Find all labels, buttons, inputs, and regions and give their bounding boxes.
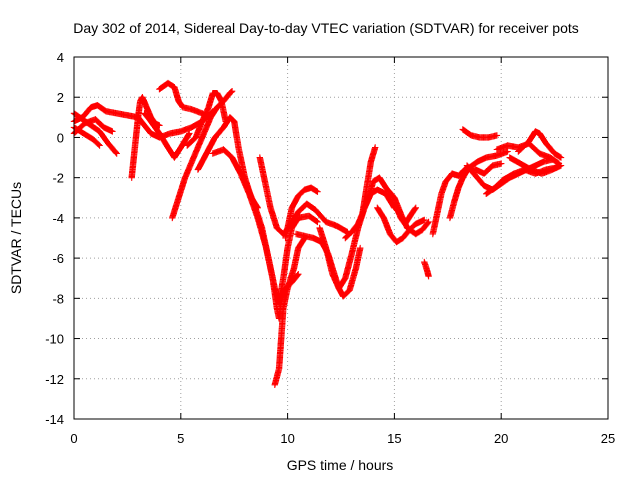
data-points (421, 258, 432, 280)
y-tick-label: 2 (57, 90, 64, 105)
series-track-21 (393, 204, 419, 228)
y-tick-label: -12 (45, 372, 64, 387)
x-tick-label: 10 (280, 431, 294, 446)
x-axis-label: GPS time / hours (287, 457, 394, 473)
data-points (393, 204, 419, 228)
data-points (156, 79, 212, 121)
x-tick-label: 20 (494, 431, 508, 446)
data-points (241, 178, 321, 306)
grid (74, 57, 608, 419)
y-tick-label: -10 (45, 332, 64, 347)
x-tick-label: 0 (70, 431, 77, 446)
y-axis-label: SDTVAR / TECUs (8, 182, 24, 294)
axis-ticks: 0 5 10 15 20 25 -14 -12 -10 -8 -6 -4 -2 0 2 4 (45, 50, 615, 446)
data-points (256, 154, 351, 238)
series-track-09 (184, 90, 229, 149)
data-points (271, 234, 308, 388)
series-track-13 (256, 154, 351, 238)
x-tick-label: 15 (387, 431, 401, 446)
series-track-06 (141, 110, 193, 161)
y-tick-label: -14 (45, 412, 64, 427)
y-tick-label: -6 (52, 251, 64, 266)
y-tick-label: -2 (52, 171, 64, 186)
x-tick-label: 5 (177, 431, 184, 446)
series-track-22 (421, 258, 432, 280)
x-tick-label: 25 (601, 431, 615, 446)
series-track-30 (506, 154, 565, 177)
y-tick-label: 4 (57, 50, 64, 65)
data-points (184, 90, 229, 149)
data-points (515, 128, 565, 161)
data-points (459, 126, 501, 141)
series-track-20 (374, 204, 428, 246)
data-points (141, 110, 193, 161)
data-points (506, 154, 565, 177)
series-track-29 (515, 128, 565, 161)
y-tick-label: -8 (52, 291, 64, 306)
y-tick-label: -4 (52, 211, 64, 226)
plot-frame (73, 56, 609, 420)
y-tick-label: 0 (57, 130, 64, 145)
data-points (282, 184, 321, 242)
series-track-15 (282, 184, 321, 242)
series-track-14 (271, 234, 308, 388)
data-points (374, 204, 428, 246)
series-track-12 (241, 178, 321, 306)
series-track-25 (459, 126, 501, 141)
series-track-07 (156, 79, 212, 121)
chart-title: Day 302 of 2014, Sidereal Day-to-day VTE… (73, 20, 579, 36)
plot-area (70, 79, 565, 388)
